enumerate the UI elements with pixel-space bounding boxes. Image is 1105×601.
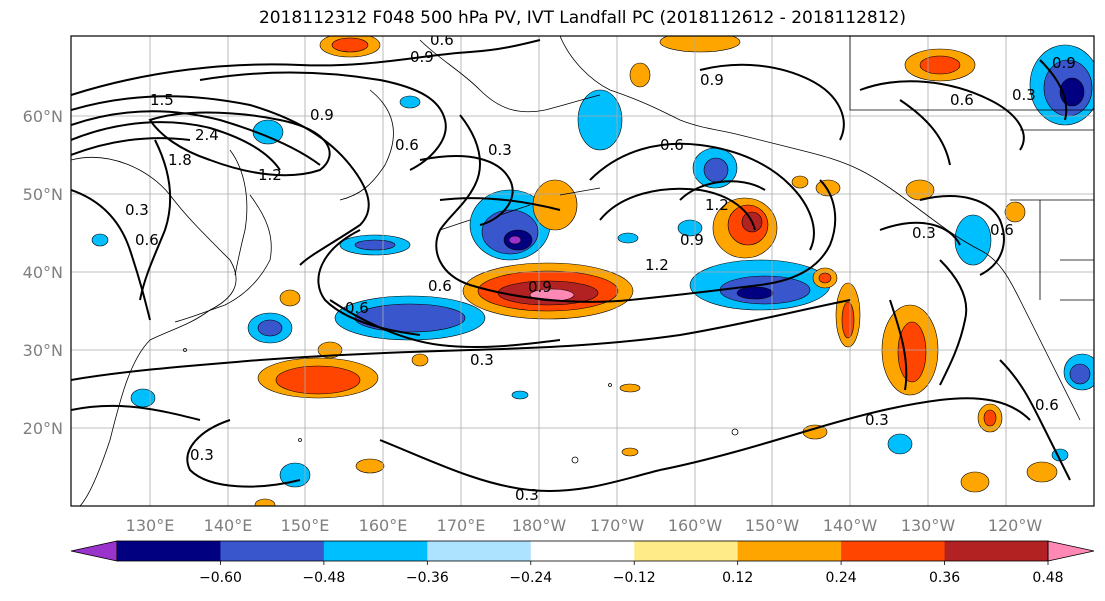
- contour-label: 0.6: [1035, 396, 1059, 414]
- contour-lines: [71, 39, 1071, 492]
- colorbar-tick-label: −0.12: [613, 570, 656, 586]
- colorbar-segment: [220, 541, 325, 561]
- lon-label: 130°W: [901, 516, 956, 535]
- lon-label: 140°W: [823, 516, 878, 535]
- lon-label: 150°E: [281, 516, 330, 535]
- contour-label: 0.9: [680, 231, 704, 249]
- lat-label: 60°N: [23, 107, 63, 126]
- lon-label: 170°W: [590, 516, 645, 535]
- lon-label: 120°W: [988, 516, 1043, 535]
- lon-label: 130°E: [126, 516, 175, 535]
- contour-label: 1.2: [258, 166, 282, 184]
- contour-label: 1.8: [168, 151, 192, 169]
- colorbar-tick-label: −0.24: [509, 570, 552, 586]
- map-title: 2018112312 F048 500 hPa PV, IVT Landfall…: [258, 8, 906, 28]
- colorbar-tick-label: 0.36: [929, 570, 960, 586]
- contour-label: 0.6: [950, 91, 974, 109]
- contour-label: 0.3: [125, 201, 149, 219]
- lon-label: 160°W: [668, 516, 723, 535]
- contour-label: 0.3: [470, 351, 494, 369]
- colorbar-frame: [116, 540, 1049, 562]
- colorbar: −0.60 −0.48 −0.36 −0.24 −0.12 0.12 0.24 0.36 0.4…: [70, 540, 1095, 586]
- lon-label: 150°W: [745, 516, 800, 535]
- contour-labels: 0.9 0.6 1.5 2.4 1.8 1.2 0.9 0.6 0.3 0.3 …: [125, 31, 1076, 504]
- contour-label: 0.9: [528, 278, 552, 296]
- colorbar-segment: [323, 541, 428, 561]
- contour-label: 0.6: [395, 136, 419, 154]
- contour-label: 0.9: [410, 48, 434, 66]
- lon-label: 140°E: [204, 516, 253, 535]
- lat-label: 50°N: [23, 185, 63, 204]
- contour-label: 0.6: [345, 299, 369, 317]
- lat-label: 40°N: [23, 263, 63, 282]
- lat-label: 30°N: [23, 341, 63, 360]
- lon-label: 170°E: [437, 516, 486, 535]
- colorbar-segment: [841, 541, 946, 561]
- colorbar-tick-label: 0.12: [722, 570, 753, 586]
- map-frame: [70, 35, 1095, 507]
- contour-label: 0.9: [310, 106, 334, 124]
- contour-label: 0.3: [515, 486, 539, 504]
- contour-label: 2.4: [195, 126, 219, 144]
- colorbar-segment: [737, 541, 842, 561]
- lat-label: 20°N: [23, 419, 63, 438]
- lon-label: 180°W: [512, 516, 567, 535]
- longitude-labels: 130°E 140°E 150°E 160°E 170°E 180°W 170°…: [126, 516, 1043, 535]
- contour-label: 1.2: [645, 256, 669, 274]
- contour-label: 0.6: [660, 136, 684, 154]
- contour-label: 1.5: [150, 91, 174, 109]
- colorbar-segment: [944, 541, 1049, 561]
- colorbar-segment: [634, 541, 739, 561]
- colorbar-extend-min: [70, 540, 118, 562]
- lon-label: 160°E: [359, 516, 408, 535]
- graticule: [71, 36, 1094, 506]
- colorbar-segment: [117, 541, 221, 561]
- shaded-anomalies: [91, 36, 1094, 506]
- latitude-labels: 60°N 50°N 40°N 30°N 20°N: [23, 107, 63, 438]
- contour-label: 0.3: [865, 411, 889, 429]
- colorbar-tick-label: −0.36: [406, 570, 449, 586]
- contour-label: 0.6: [428, 277, 452, 295]
- contour-label: 0.6: [990, 221, 1014, 239]
- contour-label: 0.9: [700, 71, 724, 89]
- contour-label: 0.3: [912, 224, 936, 242]
- map-panel: 0.9 0.6 1.5 2.4 1.8 1.2 0.9 0.6 0.3 0.3 …: [71, 31, 1094, 506]
- colorbar-tick-label: 0.24: [826, 570, 857, 586]
- contour-label: 0.3: [190, 446, 214, 464]
- colorbar-segment: [427, 541, 532, 561]
- contour-label: 0.6: [430, 31, 454, 49]
- coastlines: [71, 36, 1094, 506]
- colorbar-tick-label: −0.48: [302, 570, 345, 586]
- contour-label: 1.2: [705, 196, 729, 214]
- contour-label: 0.6: [135, 231, 159, 249]
- contour-label: 0.3: [1012, 86, 1036, 104]
- colorbar-extend-max: [1047, 540, 1095, 562]
- colorbar-segment: [530, 541, 635, 561]
- contour-label: 0.9: [1052, 54, 1076, 72]
- colorbar-tick-label: −0.60: [199, 570, 242, 586]
- contour-label: 0.3: [488, 141, 512, 159]
- colorbar-tick-label: 0.48: [1032, 570, 1063, 586]
